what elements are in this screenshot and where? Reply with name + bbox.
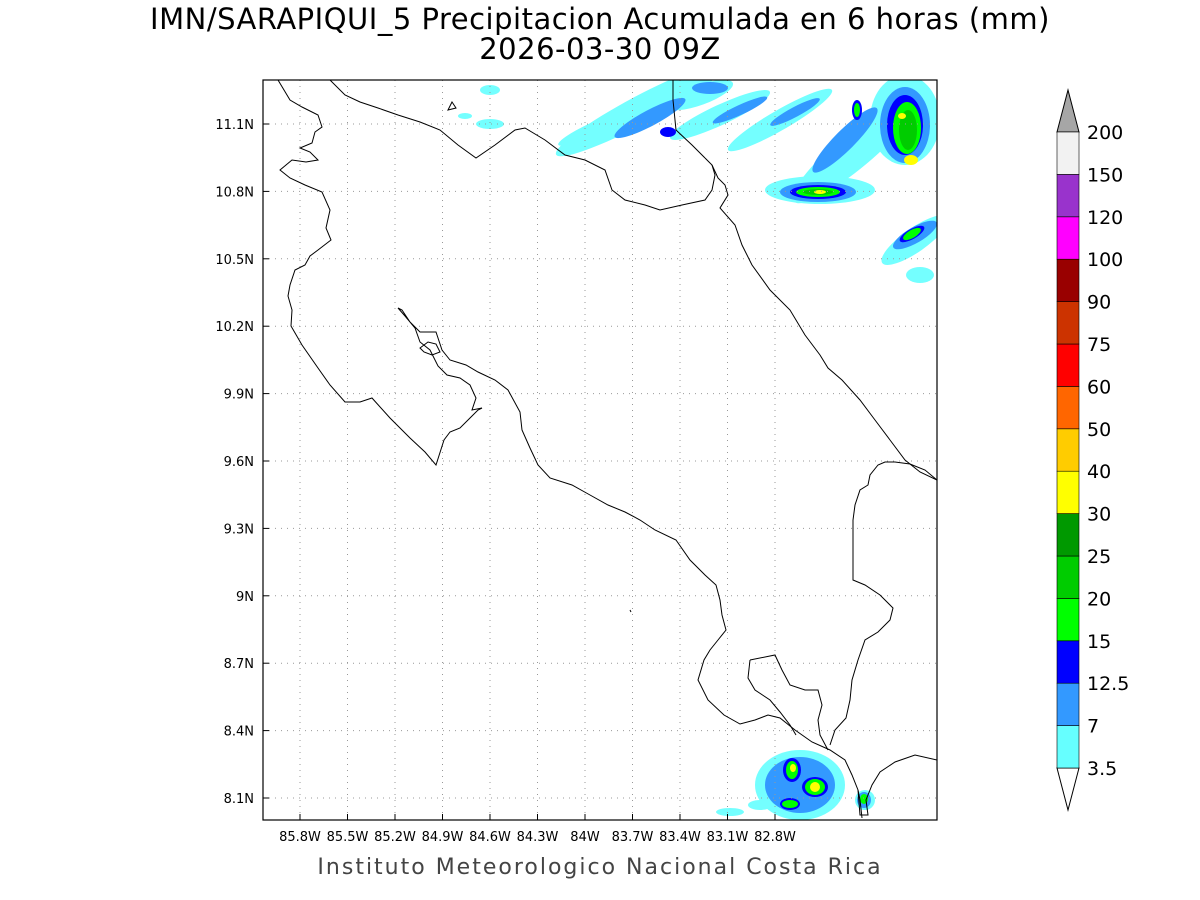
lon-tick-label: 85.2W: [374, 830, 416, 845]
colorbar-level-label: 25: [1087, 546, 1111, 568]
colorbar-swatch: [1056, 725, 1080, 769]
colorbar-max-arrow: [1056, 88, 1080, 133]
colorbar-level-label: 30: [1087, 504, 1111, 526]
precipitation-colorbar: 3.5 7 12.5 15 20 25 30 40 50 60 75 90 100 120 150 200: [1056, 88, 1129, 812]
map-datetime: 2026-03-30 09Z: [479, 32, 721, 66]
lat-tick-label: 9.3N: [224, 522, 254, 537]
lon-tick-label: 84W: [570, 830, 600, 845]
lat-tick-label: 8.1N: [224, 792, 254, 807]
lon-tick-label: 83.4W: [659, 830, 701, 845]
colorbar-swatch: [1056, 216, 1080, 260]
lat-tick-label: 9N: [236, 590, 254, 605]
lat-tick-label: 8.7N: [224, 657, 254, 672]
colorbar-swatch: [1056, 174, 1080, 218]
lon-tick-label: 84.6W: [469, 830, 511, 845]
colorbar-swatch: [1056, 682, 1080, 726]
precipitation-field: [458, 80, 937, 820]
colorbar-level-label: 20: [1087, 588, 1111, 610]
colorbar-level-label: 40: [1087, 461, 1111, 483]
colorbar-swatch: [1056, 470, 1080, 514]
colorbar-swatch: [1056, 598, 1080, 642]
colorbar-level-label: 7: [1087, 716, 1099, 738]
colorbar-min-arrow: [1056, 767, 1080, 812]
lon-tick-label: 84.3W: [517, 830, 559, 845]
map-title: IMN/SARAPIQUI_5 Precipitacion Acumulada …: [150, 2, 1050, 36]
precipitation-map: 85.8W 85.5W 85.2W 84.9W 84.6W 84.3W 84W 83.7W 83…: [215, 79, 1129, 845]
footer-credit: Instituto Meteorologico Nacional Costa R…: [317, 855, 883, 880]
lat-tick-label: 10.5N: [215, 253, 254, 268]
colorbar-swatch: [1056, 131, 1080, 175]
map-gridlines: [263, 80, 937, 820]
colorbar-level-label: 90: [1087, 292, 1111, 314]
lon-tick-label: 85.5W: [327, 830, 369, 845]
map-axes: 85.8W 85.5W 85.2W 84.9W 84.6W 84.3W 84W 83.7W 83…: [215, 118, 796, 845]
colorbar-level-label: 200: [1087, 122, 1123, 144]
lon-tick-label: 84.9W: [422, 830, 464, 845]
lat-tick-label: 9.9N: [224, 388, 254, 403]
colorbar-swatch: [1056, 386, 1080, 430]
colorbar-swatch: [1056, 555, 1080, 599]
colorbar-level-label: 60: [1087, 376, 1111, 398]
colorbar-level-label: 100: [1087, 249, 1123, 271]
colorbar-swatch: [1056, 258, 1080, 302]
lat-tick-label: 10.8N: [215, 185, 254, 200]
lon-tick-label: 83.1W: [707, 830, 749, 845]
colorbar-level-label: 50: [1087, 419, 1111, 441]
lat-tick-label: 9.6N: [224, 455, 254, 470]
lat-tick-label: 10.2N: [215, 320, 254, 335]
colorbar-level-label: 120: [1087, 207, 1123, 229]
colorbar-level-label: 12.5: [1087, 673, 1129, 695]
map-frame: [262, 79, 938, 821]
coastline-outlines: [277, 80, 937, 819]
colorbar-level-label: 150: [1087, 164, 1123, 186]
lon-tick-label: 85.8W: [279, 830, 321, 845]
lat-tick-label: 8.4N: [224, 725, 254, 740]
colorbar-swatch: [1056, 513, 1080, 557]
lat-tick-label: 11.1N: [215, 118, 254, 133]
colorbar-level-label: 75: [1087, 334, 1111, 356]
colorbar-swatch: [1056, 428, 1080, 472]
lon-tick-label: 83.7W: [612, 830, 654, 845]
colorbar-level-label: 15: [1087, 631, 1111, 653]
colorbar-swatch: [1056, 640, 1080, 684]
lon-tick-label: 82.8W: [754, 830, 796, 845]
colorbar-swatch: [1056, 343, 1080, 387]
colorbar-swatch: [1056, 301, 1080, 345]
colorbar-level-label: 3.5: [1087, 758, 1117, 780]
